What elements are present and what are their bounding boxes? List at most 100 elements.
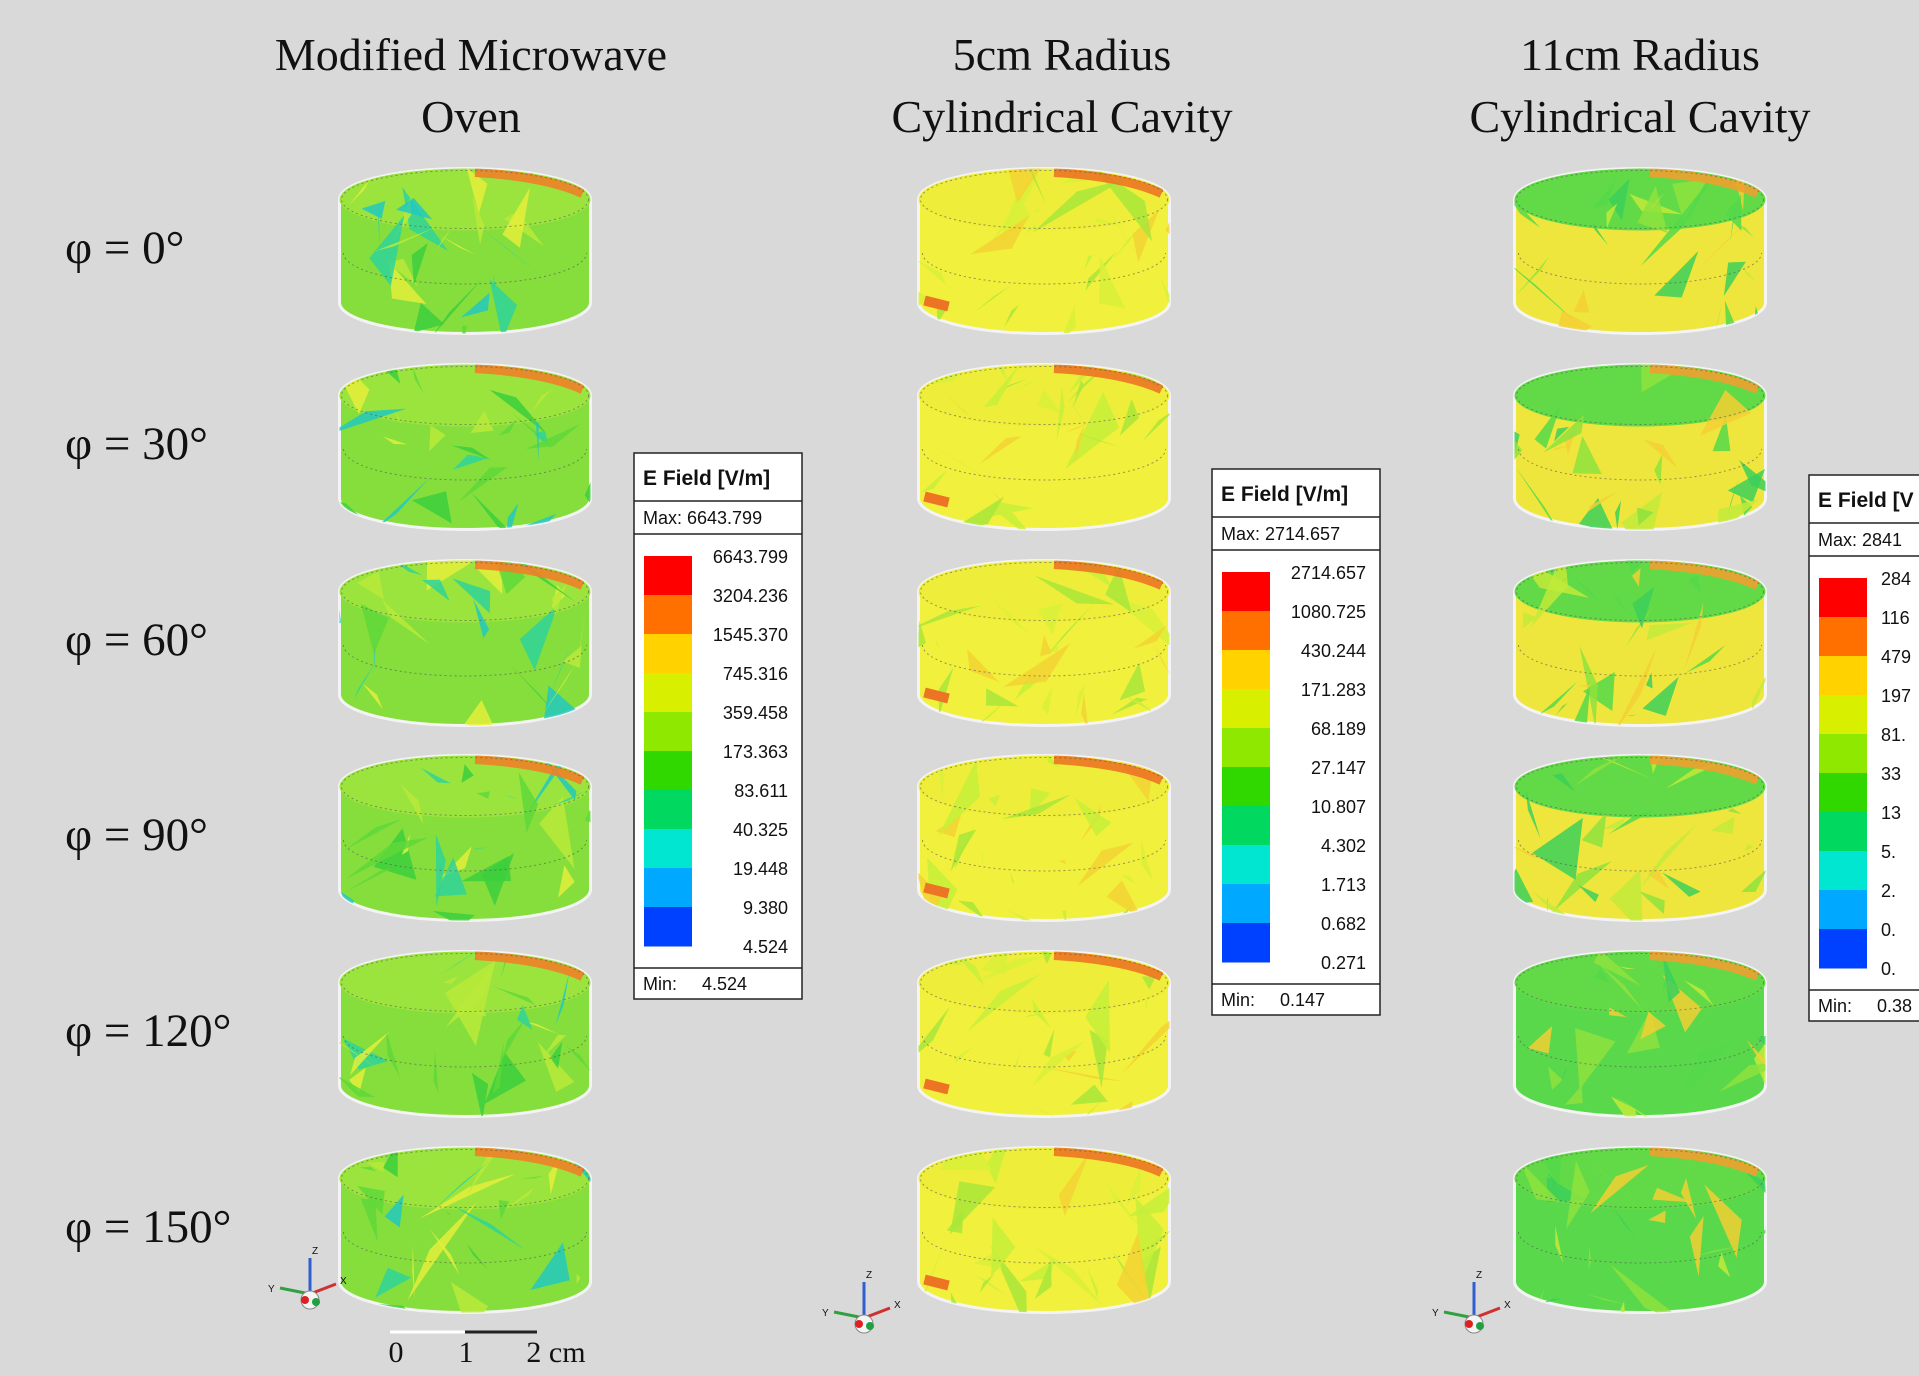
color-band — [644, 829, 692, 869]
legend: E Field [V/m]Max: 6643.7996643.7993204.2… — [634, 453, 802, 999]
color-band — [1222, 572, 1270, 612]
rim-highlight — [925, 497, 949, 503]
cylinder — [1482, 341, 1792, 566]
rim-highlight — [925, 1280, 949, 1286]
cylinder — [917, 751, 1170, 943]
legend-level: 2714.657 — [1291, 563, 1366, 583]
field-patch — [462, 326, 467, 347]
row-label: φ = 120° — [65, 1005, 231, 1057]
legend-min: 0.38 — [1877, 996, 1912, 1016]
page: {"columns": [ {"title": ["Modified Micro… — [0, 0, 1919, 1376]
field-patch — [317, 605, 341, 634]
color-band — [1222, 689, 1270, 729]
legend-level: 171.283 — [1301, 680, 1366, 700]
legend: E Field [VMax: 284128411647919781.33135.… — [1809, 475, 1919, 1021]
axis-triad: ZYX — [822, 1270, 901, 1333]
scale-label: 2 cm — [526, 1336, 585, 1369]
color-band — [644, 556, 692, 596]
color-band — [1222, 611, 1270, 651]
legend-level: 9.380 — [743, 898, 788, 918]
legend-title: E Field [V/m] — [643, 467, 770, 490]
legend-level: 83.611 — [734, 781, 788, 801]
cylinder — [1489, 740, 1767, 933]
scale-label: 1 — [459, 1336, 474, 1369]
color-band — [1222, 923, 1270, 963]
legend-max: Max: 6643.799 — [643, 508, 762, 528]
color-band — [644, 595, 692, 635]
legend-level: 4.524 — [743, 937, 788, 957]
column-title: 5cm Radius — [953, 29, 1171, 80]
row-label: φ = 90° — [65, 809, 208, 861]
cylinder — [315, 935, 591, 1120]
field-patch — [940, 1125, 993, 1171]
cylinder — [340, 159, 591, 346]
cylinder — [1514, 532, 1774, 750]
legend-level: 0.271 — [1321, 953, 1366, 973]
triad-dot — [1476, 1322, 1484, 1330]
color-band — [644, 751, 692, 791]
legend-title: E Field [V — [1818, 489, 1914, 512]
legend-level: 13 — [1881, 803, 1901, 823]
color-band — [1222, 728, 1270, 768]
color-band — [1819, 929, 1867, 969]
axis-triad: ZYX — [268, 1246, 347, 1309]
row-label: φ = 30° — [65, 418, 208, 470]
legend-level: 68.189 — [1311, 719, 1366, 739]
axis-triad: ZYX — [1432, 1270, 1511, 1333]
legend-level: 81. — [1881, 725, 1906, 745]
legend-max: Max: 2841 — [1818, 530, 1902, 550]
row-label: φ = 150° — [65, 1201, 231, 1253]
triad-label: X — [1504, 1300, 1511, 1311]
color-band — [1222, 806, 1270, 846]
legend-level: 5. — [1881, 842, 1896, 862]
legend-level: 745.316 — [723, 664, 788, 684]
legend-level: 173.363 — [723, 742, 788, 762]
color-band — [1819, 734, 1867, 774]
legend-level: 27.147 — [1311, 758, 1366, 778]
cylinder-top — [1515, 952, 1766, 1014]
color-band — [1222, 650, 1270, 690]
field-patch — [1482, 366, 1518, 403]
triad-dot — [1465, 1320, 1473, 1328]
field-patch — [919, 937, 962, 965]
color-band — [1222, 884, 1270, 924]
cylinder — [321, 339, 614, 559]
figure: Modified MicrowaveOven5cm RadiusCylindri… — [0, 0, 1919, 1376]
legend-level: 1.713 — [1321, 875, 1366, 895]
rim-highlight — [925, 1084, 949, 1090]
legend-level: 33 — [1881, 764, 1901, 784]
cylinder — [916, 1112, 1186, 1330]
triad-dot — [301, 1296, 309, 1304]
color-band — [1819, 656, 1867, 696]
cylinder — [909, 138, 1191, 342]
triad-label: Y — [1432, 1308, 1439, 1319]
field-patch — [1746, 1139, 1759, 1159]
legend-level: 197 — [1881, 686, 1911, 706]
cylinder — [1515, 916, 1799, 1147]
triad-dot — [855, 1320, 863, 1328]
field-patch — [331, 961, 347, 973]
color-band — [1222, 845, 1270, 885]
cylinder — [340, 1116, 602, 1336]
cylinder — [902, 937, 1204, 1148]
legend-level: 40.325 — [733, 820, 788, 840]
legend-min: 4.524 — [702, 974, 747, 994]
color-band — [1819, 617, 1867, 657]
color-band — [1222, 767, 1270, 807]
legend-min: 0.147 — [1280, 990, 1325, 1010]
triad-label: Y — [822, 1308, 829, 1319]
rim-highlight — [925, 693, 949, 699]
triad-label: Z — [866, 1270, 872, 1281]
cylinder — [340, 746, 599, 927]
cylinder-top — [340, 169, 591, 231]
legend-level: 3204.236 — [713, 586, 788, 606]
triad-label: Y — [268, 1284, 275, 1295]
cylinder — [1497, 161, 1766, 356]
field-patch — [577, 360, 610, 375]
field-patch — [343, 751, 352, 775]
row-label: φ = 60° — [65, 614, 208, 666]
legend-level: 1080.725 — [1291, 602, 1366, 622]
column-title: Cylindrical Cavity — [1469, 91, 1810, 142]
legend-level: 2. — [1881, 881, 1896, 901]
color-band — [1819, 812, 1867, 852]
